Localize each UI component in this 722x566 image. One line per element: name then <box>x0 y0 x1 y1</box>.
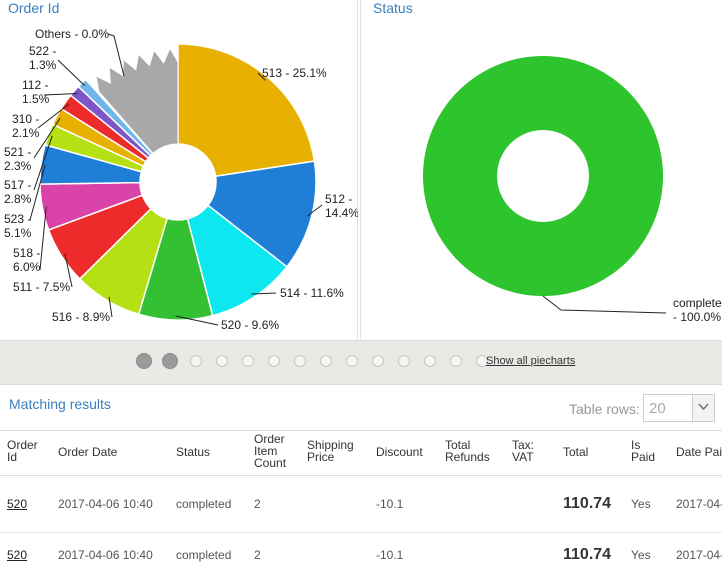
show-all-piecharts-link[interactable]: Show all piecharts <box>486 355 576 367</box>
leader-line-513 <box>257 72 266 81</box>
is-paid-cell: Yes <box>631 548 651 562</box>
col-shipping-price[interactable]: Shipping Price <box>307 438 354 464</box>
table-rows-label: Table rows: <box>569 401 640 417</box>
order-id-link[interactable]: 520 <box>7 548 28 562</box>
pager-dot[interactable] <box>372 355 384 367</box>
pager-dot[interactable] <box>476 355 488 367</box>
col-total-refunds[interactable]: Total Refunds <box>445 438 490 464</box>
leader-line-511 <box>64 253 73 288</box>
col-order-date[interactable]: Order Date <box>58 445 118 459</box>
leader-line-522 <box>57 59 86 87</box>
status-cell: completed <box>176 548 232 562</box>
pie-label-512: 512 -14.4% <box>325 192 358 220</box>
total-cell: 110.74 <box>563 546 612 563</box>
pager-dot[interactable] <box>190 355 202 367</box>
item-count-cell: 2 <box>254 497 261 511</box>
matching-results-title: Matching results <box>9 396 111 412</box>
pie-slice-522[interactable] <box>77 78 154 157</box>
pie-label-521: 521 -2.3% <box>4 145 32 173</box>
pie-label-516: 516 - 8.9% <box>52 310 110 324</box>
pager-dot[interactable] <box>216 355 228 367</box>
pager-dot[interactable] <box>268 355 280 367</box>
date-paid-cell: 2017-04-06 <box>676 548 722 562</box>
discount-cell: -10.1 <box>376 548 404 562</box>
total-cell: 110.74 <box>563 495 612 512</box>
pie-label-others: Others - 0.0% <box>35 27 109 41</box>
discount-cell: -10.1 <box>376 497 404 511</box>
table-row: 520 2017-04-06 10:40 completed 2 -10.1 1… <box>0 534 722 566</box>
col-order-item-count[interactable]: Order Item Count <box>254 432 287 470</box>
pie-label-513: 513 - 25.1% <box>262 66 327 80</box>
leader-line-514 <box>251 292 277 295</box>
table-row: 520 2017-04-06 10:40 completed 2 -10.1 1… <box>0 477 722 533</box>
pie-slice-512[interactable] <box>206 160 317 268</box>
order-date-cell: 2017-04-06 10:40 <box>58 548 153 562</box>
leader-line-520 <box>175 315 219 326</box>
status-chart-title: Status <box>373 0 413 16</box>
col-is-paid[interactable]: Is Paid <box>631 438 656 464</box>
pie-label-112: 112 -1.5% <box>22 78 50 106</box>
pie-label-523: 523 -5.1% <box>4 212 32 240</box>
leader-line-completed <box>542 295 667 314</box>
pie-slice-513[interactable] <box>177 43 316 178</box>
col-order-id[interactable]: Order Id <box>7 438 38 464</box>
pie-label-520: 520 - 9.6% <box>221 318 279 332</box>
pie-label-310: 310 -2.1% <box>12 112 40 140</box>
col-status[interactable]: Status <box>176 445 211 459</box>
pager-dot[interactable] <box>242 355 254 367</box>
pager-dot[interactable] <box>450 355 462 367</box>
status-chart-panel: completed- 100.0% Status <box>360 0 722 340</box>
pager-dot[interactable] <box>294 355 306 367</box>
date-paid-cell: 2017-04-06 <box>676 497 722 511</box>
order-id-chart-title: Order Id <box>8 0 60 16</box>
pie-slice-514[interactable] <box>186 204 288 317</box>
pie-label-522: 522 -1.3% <box>29 44 57 72</box>
piechart-pager: Show all piecharts <box>0 340 722 385</box>
col-total[interactable]: Total <box>563 445 589 459</box>
col-tax-vat[interactable]: Tax: VAT <box>512 438 535 464</box>
col-discount[interactable]: Discount <box>376 445 423 459</box>
leader-line-518 <box>39 206 47 271</box>
pager-dot[interactable] <box>320 355 332 367</box>
pager-dot[interactable] <box>162 353 178 369</box>
status-cell: completed <box>176 497 232 511</box>
pager-dot[interactable] <box>346 355 358 367</box>
order-id-link[interactable]: 520 <box>7 497 28 511</box>
status-pie-chart: completed- 100.0% <box>423 56 722 324</box>
item-count-cell: 2 <box>254 548 261 562</box>
order-date-cell: 2017-04-06 10:40 <box>58 497 153 511</box>
pager-dot[interactable] <box>136 353 152 369</box>
table-rows-value: 20 <box>649 400 666 417</box>
pie-slice-others[interactable] <box>95 47 179 155</box>
pager-dot[interactable] <box>424 355 436 367</box>
table-rows-select[interactable]: 20 <box>643 394 715 422</box>
order-id-pie-chart: 513 - 25.1% 512 -14.4% 514 - 11.6% 520 - 9.… <box>4 27 358 332</box>
pie-label-514: 514 - 11.6% <box>280 286 344 300</box>
pie-label-518: 518 -6.0% <box>13 246 41 274</box>
results-table-header: Order Id Order Date Status Order Item Count… <box>0 430 722 476</box>
order-id-chart-panel: 513 - 25.1% 512 -14.4% 514 - 11.6% 520 - 9.… <box>0 0 358 340</box>
pie-label-517: 517 -2.8% <box>4 178 32 206</box>
leader-line-112 <box>43 92 78 96</box>
pie-slice-completed[interactable] <box>423 56 663 296</box>
is-paid-cell: Yes <box>631 497 651 511</box>
pie-label-511: 511 - 7.5% <box>13 280 70 294</box>
results-header: Matching results Table rows: 20 <box>0 386 722 430</box>
pie-label-completed: completed- 100.0% <box>673 296 722 324</box>
leader-line-521 <box>33 117 61 159</box>
leader-line-516 <box>108 296 113 318</box>
leader-line-523 <box>29 164 46 221</box>
leader-line-512 <box>307 204 323 217</box>
leader-line-310 <box>37 103 70 129</box>
pager-dot[interactable] <box>398 355 410 367</box>
leader-line-others <box>107 33 125 77</box>
chevron-down-icon[interactable] <box>692 395 714 421</box>
col-date-paid[interactable]: Date Paid <box>676 445 722 459</box>
leader-line-517 <box>33 135 53 191</box>
